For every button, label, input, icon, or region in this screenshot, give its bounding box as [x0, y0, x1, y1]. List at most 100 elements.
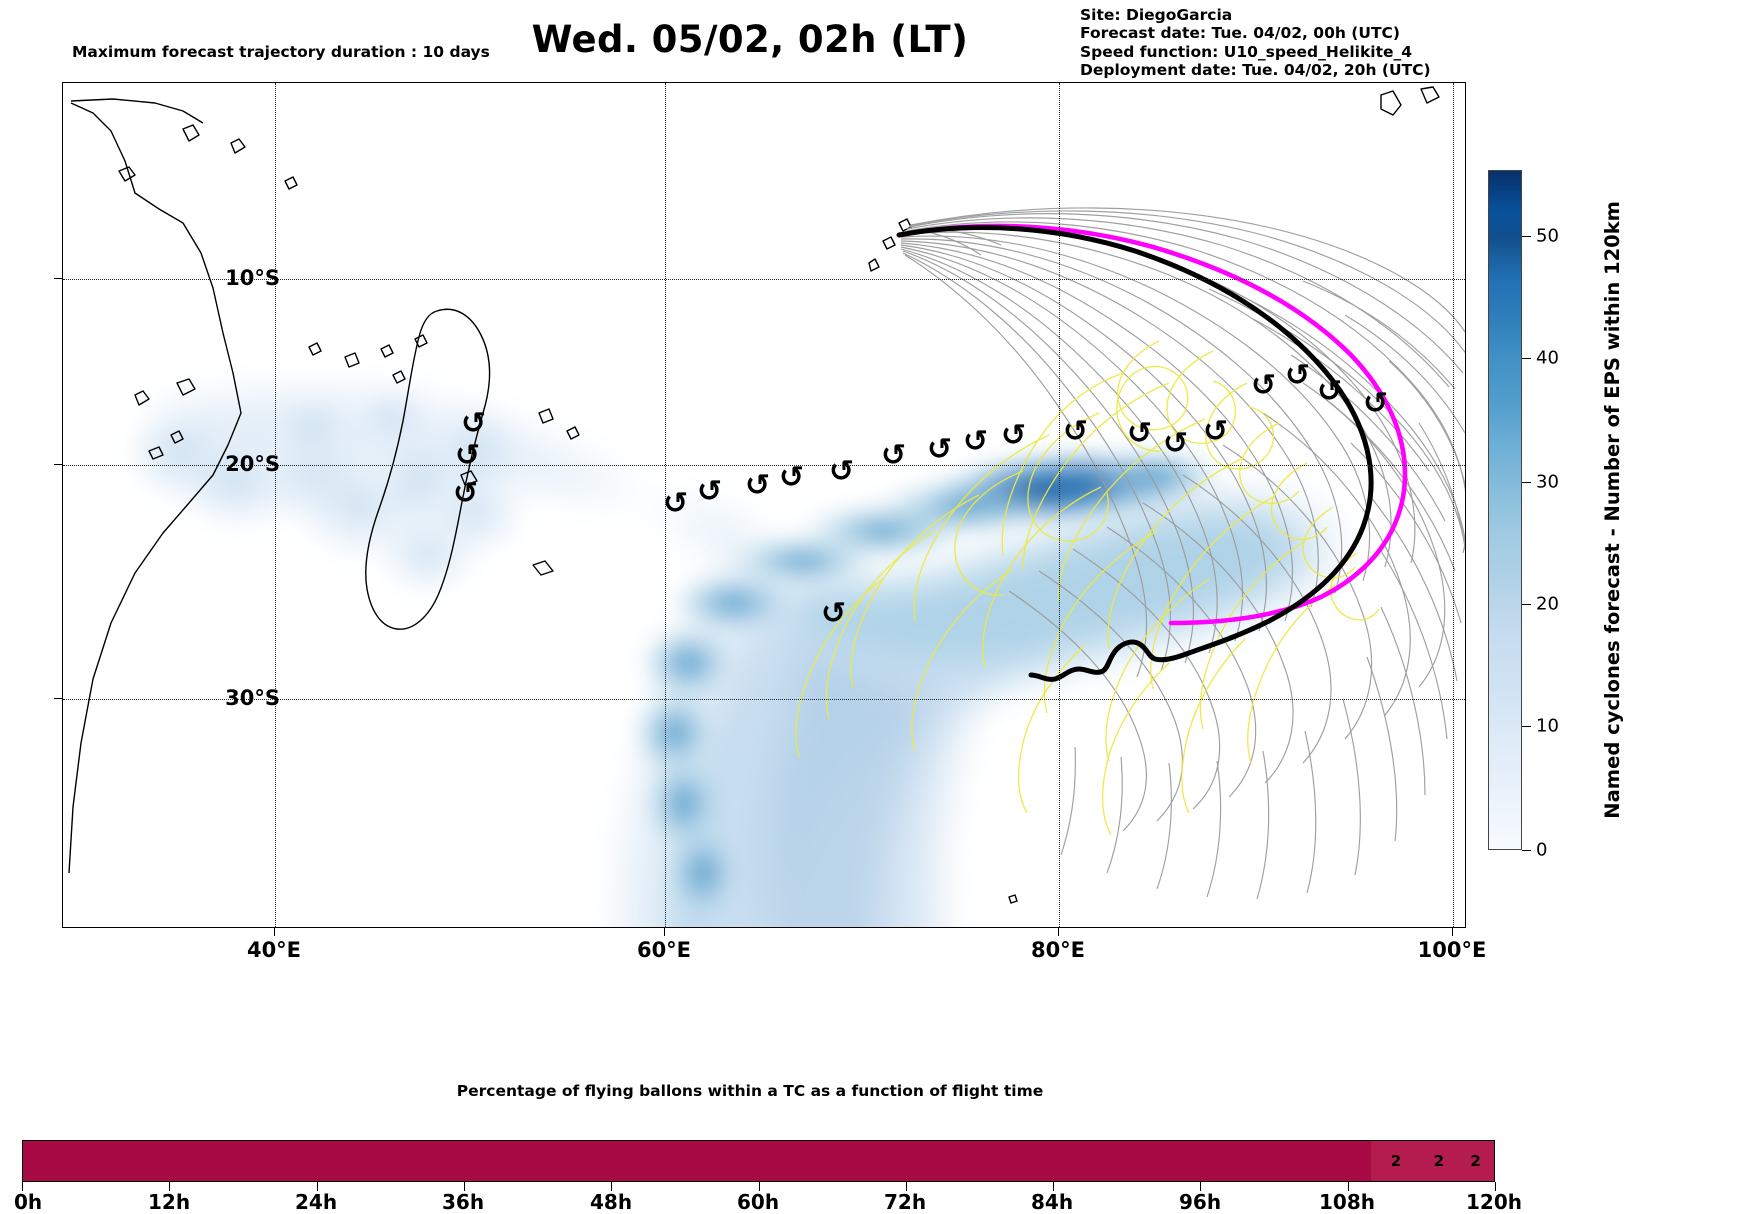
xlabel-80E: 80°E [1030, 938, 1086, 962]
bar-segment-0[interactable] [23, 1141, 1372, 1181]
analysis-track [896, 225, 1374, 682]
bar-tick-120h [1495, 1182, 1496, 1191]
colorbar-ticklabel-50: 50 [1536, 225, 1559, 247]
bar-tick-72h [905, 1182, 907, 1191]
svg-text:↺: ↺ [1163, 426, 1188, 461]
svg-text:↺: ↺ [829, 454, 854, 489]
eps-tracks-no-interception [900, 207, 1465, 900]
bar-label-36h: 36h [442, 1190, 485, 1214]
gridline-lat-20S [63, 465, 1465, 466]
forecast-map[interactable]: ↺ ↺ ↺ ↺ ↺ ↺ ↺ ↺ ↺ ↺ ↺ ↺ ↺ ↺ ↺ ↺ ↺ ↺ ↺ ↺ [62, 82, 1466, 928]
map-vector-layer: ↺ ↺ ↺ ↺ ↺ ↺ ↺ ↺ ↺ ↺ ↺ ↺ ↺ ↺ ↺ ↺ ↺ ↺ ↺ ↺ [68, 86, 1465, 927]
gridline-lon-60E [665, 83, 666, 927]
hres-track [898, 223, 1408, 626]
colorbar[interactable] [1488, 170, 1522, 850]
bar-tick-24h [316, 1182, 318, 1191]
bar-tick-36h [463, 1182, 465, 1191]
bottom-bar-title: Percentage of flying ballons within a TC… [456, 1082, 1044, 1100]
bar-segment-3[interactable]: 2 [1457, 1141, 1494, 1181]
gridline-lon-40E [275, 83, 276, 927]
ytick-30S [54, 698, 62, 699]
svg-text:↺: ↺ [1203, 414, 1228, 449]
svg-text:↺: ↺ [1127, 416, 1152, 451]
trochoid-interception-tracks [795, 340, 1380, 836]
colorbar-ticklabel-30: 30 [1536, 471, 1559, 493]
colorbar-ticklabel-0: 0 [1536, 839, 1548, 861]
ytick-20S [54, 464, 62, 465]
colorbar-title: Named cyclones forecast - Number of EPS … [1597, 170, 1627, 850]
xlabel-60E: 60°E [636, 938, 692, 962]
xtick-80E [1058, 928, 1059, 936]
svg-text:↺: ↺ [453, 476, 478, 511]
bar-segment-label-3: 2 [1470, 1152, 1481, 1170]
svg-text:↺: ↺ [1363, 386, 1388, 421]
ylabel-20S: 20°S [225, 452, 280, 476]
svg-text:↺: ↺ [821, 596, 846, 631]
bar-label-72h: 72h [884, 1190, 927, 1214]
bar-label-12h: 12h [148, 1190, 191, 1214]
bar-tick-96h [1200, 1182, 1202, 1191]
tc-observation-markers: ↺ ↺ ↺ ↺ ↺ ↺ ↺ ↺ ↺ ↺ ↺ ↺ ↺ ↺ ↺ ↺ ↺ ↺ ↺ ↺ [453, 358, 1388, 631]
xlabel-100E: 100°E [1417, 938, 1487, 962]
svg-text:↺: ↺ [455, 438, 480, 473]
colorbar-tick-10 [1522, 726, 1531, 727]
xlabel-40E: 40°E [246, 938, 302, 962]
header-right-line-1: Forecast date: Tue. 04/02, 00h (UTC) [1080, 24, 1401, 43]
xtick-40E [274, 928, 275, 936]
eps-density-midband [676, 509, 1302, 927]
bar-label-108h: 108h [1319, 1190, 1375, 1214]
bar-tick-60h [758, 1182, 760, 1191]
gridline-lat-30S [63, 699, 1465, 700]
svg-text:↺: ↺ [963, 424, 988, 459]
bar-tick-84h [1053, 1182, 1055, 1191]
bar-label-96h: 96h [1179, 1190, 1222, 1214]
colorbar-ticklabel-20: 20 [1536, 593, 1559, 615]
colorbar-tick-50 [1522, 236, 1531, 237]
bar-segment-2[interactable]: 2 [1420, 1141, 1458, 1181]
svg-text:↺: ↺ [1001, 418, 1026, 453]
colorbar-gradient [1489, 171, 1521, 849]
map-canvas: ↺ ↺ ↺ ↺ ↺ ↺ ↺ ↺ ↺ ↺ ↺ ↺ ↺ ↺ ↺ ↺ ↺ ↺ ↺ ↺ [63, 83, 1465, 927]
ylabel-10S: 10°S [225, 266, 280, 290]
colorbar-tick-30 [1522, 482, 1531, 483]
page-title: Wed. 05/02, 02h (LT) [531, 18, 969, 61]
colorbar-ticklabel-10: 10 [1536, 715, 1559, 737]
bar-tick-108h [1347, 1182, 1349, 1191]
svg-text:↺: ↺ [1251, 368, 1276, 403]
bar-segment-label-1: 2 [1390, 1152, 1402, 1170]
svg-text:↺: ↺ [881, 438, 906, 473]
eps-density-tail [691, 603, 993, 927]
colorbar-title-text: Named cyclones forecast - Number of EPS … [1600, 201, 1624, 819]
header-right-line-3: Deployment date: Tue. 04/02, 20h (UTC) [1080, 60, 1431, 79]
svg-text:↺: ↺ [1285, 358, 1310, 393]
eps-density-core [631, 449, 1228, 923]
header-right-line-0: Site: DiegoGarcia [1080, 6, 1233, 24]
bar-tick-0h [22, 1182, 23, 1191]
colorbar-tick-20 [1522, 604, 1531, 605]
gridline-lon-100E [1453, 83, 1454, 927]
bar-segment-label-2: 2 [1433, 1152, 1445, 1170]
svg-text:↺: ↺ [1063, 414, 1088, 449]
svg-text:↺: ↺ [461, 406, 486, 441]
svg-text:↺: ↺ [927, 432, 952, 467]
bar-label-0h: 0h [14, 1190, 43, 1214]
colorbar-tick-40 [1522, 358, 1531, 359]
xtick-100E [1452, 928, 1453, 936]
bar-segment-1[interactable]: 2 [1371, 1141, 1421, 1181]
bar-label-48h: 48h [590, 1190, 633, 1214]
gridline-lat-10S [63, 279, 1465, 280]
ytick-10S [54, 278, 62, 279]
svg-text:↺: ↺ [663, 486, 688, 521]
header-right-line-2: Speed function: U10_speed_Helikite_4 [1080, 42, 1413, 61]
flight-time-bar[interactable]: 2 2 2 [22, 1140, 1495, 1182]
bar-tick-48h [611, 1182, 613, 1191]
colorbar-tick-0 [1522, 850, 1531, 851]
bar-label-24h: 24h [295, 1190, 338, 1214]
bar-label-84h: 84h [1031, 1190, 1074, 1214]
bar-tick-12h [169, 1182, 171, 1191]
xtick-60E [664, 928, 665, 936]
gridline-lon-80E [1059, 83, 1060, 927]
ylabel-30S: 30°S [225, 686, 280, 710]
bar-label-60h: 60h [737, 1190, 780, 1214]
svg-text:↺: ↺ [697, 474, 722, 509]
